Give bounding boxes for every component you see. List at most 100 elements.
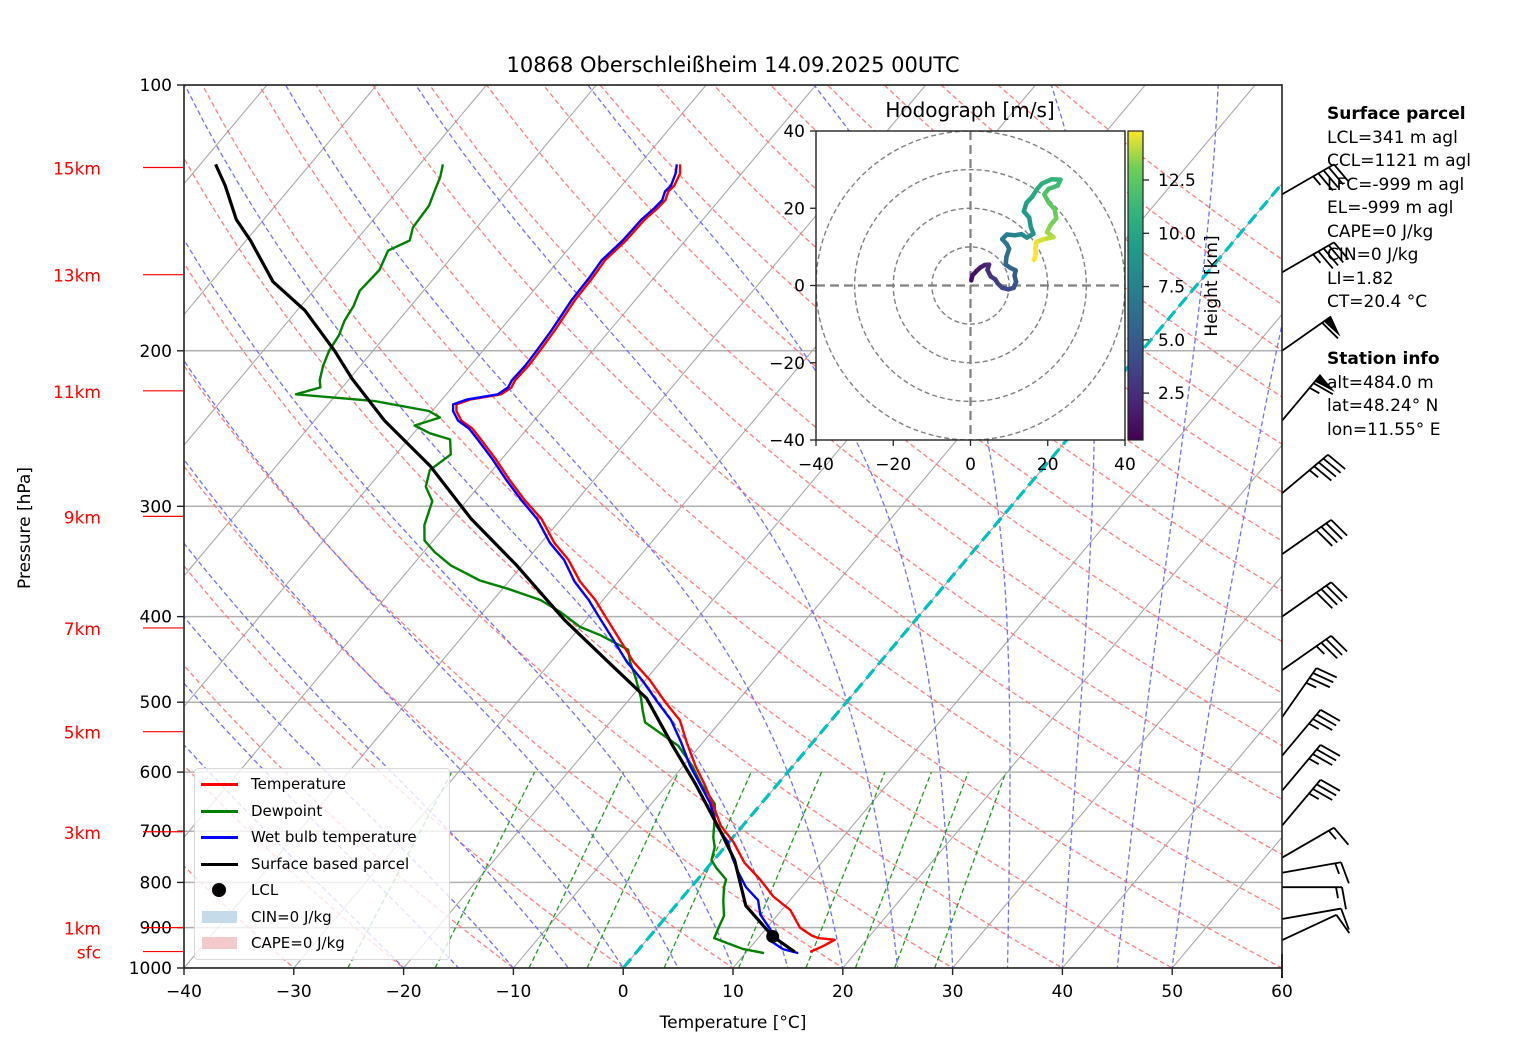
- barb-full: [1316, 713, 1337, 727]
- legend-label: Surface based parcel: [251, 855, 410, 873]
- legend-label: LCL: [251, 881, 279, 899]
- legend-label: CAPE=0 J/kg: [251, 934, 345, 952]
- dry-adiabat: [258, 85, 1282, 968]
- wind-barb: [1282, 886, 1347, 910]
- moist-adiabat: [184, 682, 460, 968]
- dry-adiabat: [315, 85, 1282, 912]
- ccl-value: CCL=1121 m agl: [1327, 151, 1472, 171]
- barb-full: [1320, 709, 1341, 722]
- x-tick-label: 40: [1052, 982, 1074, 1002]
- legend-line-icon: [200, 862, 238, 866]
- barb-half: [1335, 887, 1339, 899]
- barb-pennant: [1314, 374, 1335, 392]
- barb-staff: [1281, 163, 1335, 196]
- hodograph-y-tick-label: 40: [783, 122, 805, 142]
- hodograph-x-tick-label: −20: [875, 455, 911, 475]
- legend-line-icon: [200, 835, 238, 839]
- hodograph-y-tick-label: −20: [769, 354, 805, 374]
- y-tick-label: 300: [140, 497, 172, 517]
- legend-line-icon: [200, 809, 238, 813]
- barb-staff: [1281, 667, 1318, 718]
- x-tick-label: −10: [495, 982, 531, 1002]
- height-marker-label: 13km: [53, 267, 101, 287]
- isotherm: [184, 85, 487, 446]
- mixing-ratio-line: [663, 771, 752, 968]
- height-marker-label: 15km: [53, 159, 101, 179]
- barb-full: [1333, 163, 1350, 182]
- mixing-ratio-line: [934, 771, 1007, 968]
- barb-full: [1321, 322, 1339, 340]
- height-marker-label: 11km: [53, 383, 101, 403]
- surface-parcel-heading: Surface parcel: [1327, 104, 1466, 124]
- wind-barb: [1281, 913, 1351, 941]
- legend-label: Temperature: [251, 775, 347, 793]
- barb-half: [1308, 757, 1320, 765]
- lcl-value: LCL=341 m agl: [1327, 127, 1458, 148]
- colorbar: [1127, 130, 1144, 441]
- barb-half: [1309, 387, 1320, 395]
- barb-full: [1322, 457, 1342, 474]
- lfc-value: LFC=-999 m agl: [1327, 174, 1465, 195]
- cin-value: CIN=0 J/kg: [1327, 245, 1419, 265]
- barb-full: [1316, 783, 1337, 797]
- wind-barb: [1281, 861, 1350, 884]
- barb-full: [1316, 748, 1337, 762]
- barb-full: [1312, 753, 1333, 766]
- moist-adiabat: [1171, 320, 1282, 968]
- barb-staff: [1281, 315, 1332, 352]
- barb-full: [1325, 522, 1343, 540]
- wind-barb: [1281, 635, 1348, 671]
- barb-staff: [1281, 454, 1329, 494]
- barb-full: [1315, 529, 1333, 547]
- barb-half: [1308, 722, 1320, 730]
- barb-full: [1328, 166, 1344, 185]
- hodograph-y-tick-label: 0: [794, 277, 805, 297]
- mixing-ratio-line: [805, 771, 886, 968]
- wind-barb: [1281, 519, 1348, 556]
- x-tick-label: −30: [276, 982, 312, 1002]
- series-surface-based-parcel: [214, 163, 796, 954]
- hodograph-title: Hodograph [m/s]: [885, 98, 1054, 122]
- barb-staff: [1281, 913, 1337, 941]
- mixing-ratio-line: [434, 771, 536, 968]
- height-marker-label: sfc: [77, 944, 101, 964]
- barb-full: [1313, 465, 1332, 482]
- height-marker-label: 7km: [64, 620, 101, 640]
- barb-half: [1334, 863, 1340, 875]
- legend-patch-icon: [201, 937, 237, 949]
- x-tick-label: 10: [722, 982, 744, 1002]
- legend-item-lcl: LCL: [195, 877, 278, 903]
- wind-barb: [1281, 315, 1341, 352]
- legend-item-wetbulb: Wet bulb temperature: [195, 824, 417, 850]
- moist-adiabat: [184, 615, 515, 968]
- hodograph-x-tick-label: 20: [1037, 455, 1059, 475]
- colorbar-tick-label: 2.5: [1158, 384, 1185, 404]
- y-tick-label: 500: [140, 693, 172, 713]
- barb-staff: [1281, 519, 1332, 556]
- barb-half: [1312, 175, 1322, 186]
- barb-half: [1309, 469, 1319, 478]
- barb-staff: [1281, 241, 1335, 274]
- moist-adiabat: [1050, 85, 1096, 968]
- hodograph-y-tick-label: 20: [783, 199, 805, 219]
- height-marker-label: 3km: [64, 824, 101, 844]
- barb-full: [1328, 244, 1344, 263]
- barb-full: [1320, 642, 1338, 660]
- legend-item-dewpoint: Dewpoint: [195, 798, 322, 824]
- barb-full: [1320, 588, 1338, 606]
- barb-full: [1322, 247, 1339, 266]
- barb-full: [1330, 635, 1348, 653]
- hodograph-inset: Hodograph [m/s] −40 −20 0 20 40 −40 −20 0 20 40 2…: [769, 98, 1222, 475]
- legend-patch-icon: [201, 911, 237, 923]
- barb-full: [1340, 861, 1350, 884]
- wind-barbs: [1281, 163, 1351, 979]
- wind-barb: [1281, 907, 1350, 930]
- legend-item-cape: CAPE=0 J/kg: [195, 930, 345, 956]
- wind-barb: [1281, 826, 1350, 859]
- isotherm: [184, 85, 597, 577]
- wind-barb: [1281, 241, 1350, 274]
- barb-full: [1335, 914, 1351, 934]
- legend-item-cin: CIN=0 J/kg: [195, 904, 332, 930]
- moist-adiabat: [1116, 85, 1219, 968]
